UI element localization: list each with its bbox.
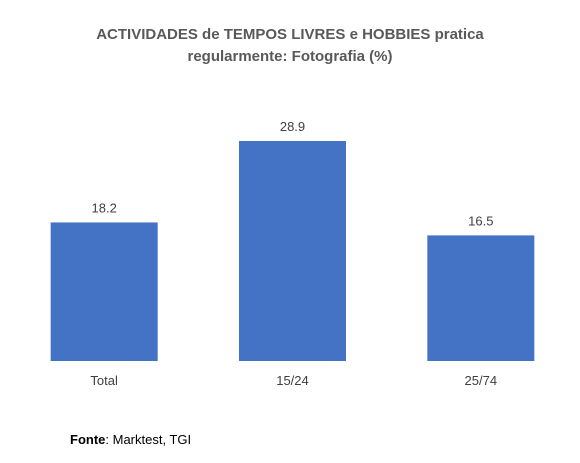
bar-15-24	[239, 141, 346, 361]
bar-25-74	[427, 235, 535, 361]
source-label: Fonte	[70, 432, 106, 447]
data-label: 16.5	[468, 213, 493, 228]
chart-title-line-2: regularmente: Fotografia (%)	[187, 48, 393, 65]
x-tick-label: Total	[90, 373, 118, 388]
x-tick-label: 15/24	[276, 373, 309, 388]
source-text: : Marktest, TGI	[105, 432, 192, 447]
data-label: 28.9	[280, 119, 305, 134]
data-label: 18.2	[92, 200, 117, 215]
chart-title: ACTIVIDADES de TEMPOS LIVRES e HOBBIES p…	[0, 24, 580, 68]
chart-title-line-1: ACTIVIDADES de TEMPOS LIVRES e HOBBIES p…	[96, 26, 484, 43]
bar-total	[50, 222, 158, 361]
x-tick-label: 25/74	[465, 373, 498, 388]
source-note: Fonte: Marktest, TGI	[70, 432, 191, 447]
